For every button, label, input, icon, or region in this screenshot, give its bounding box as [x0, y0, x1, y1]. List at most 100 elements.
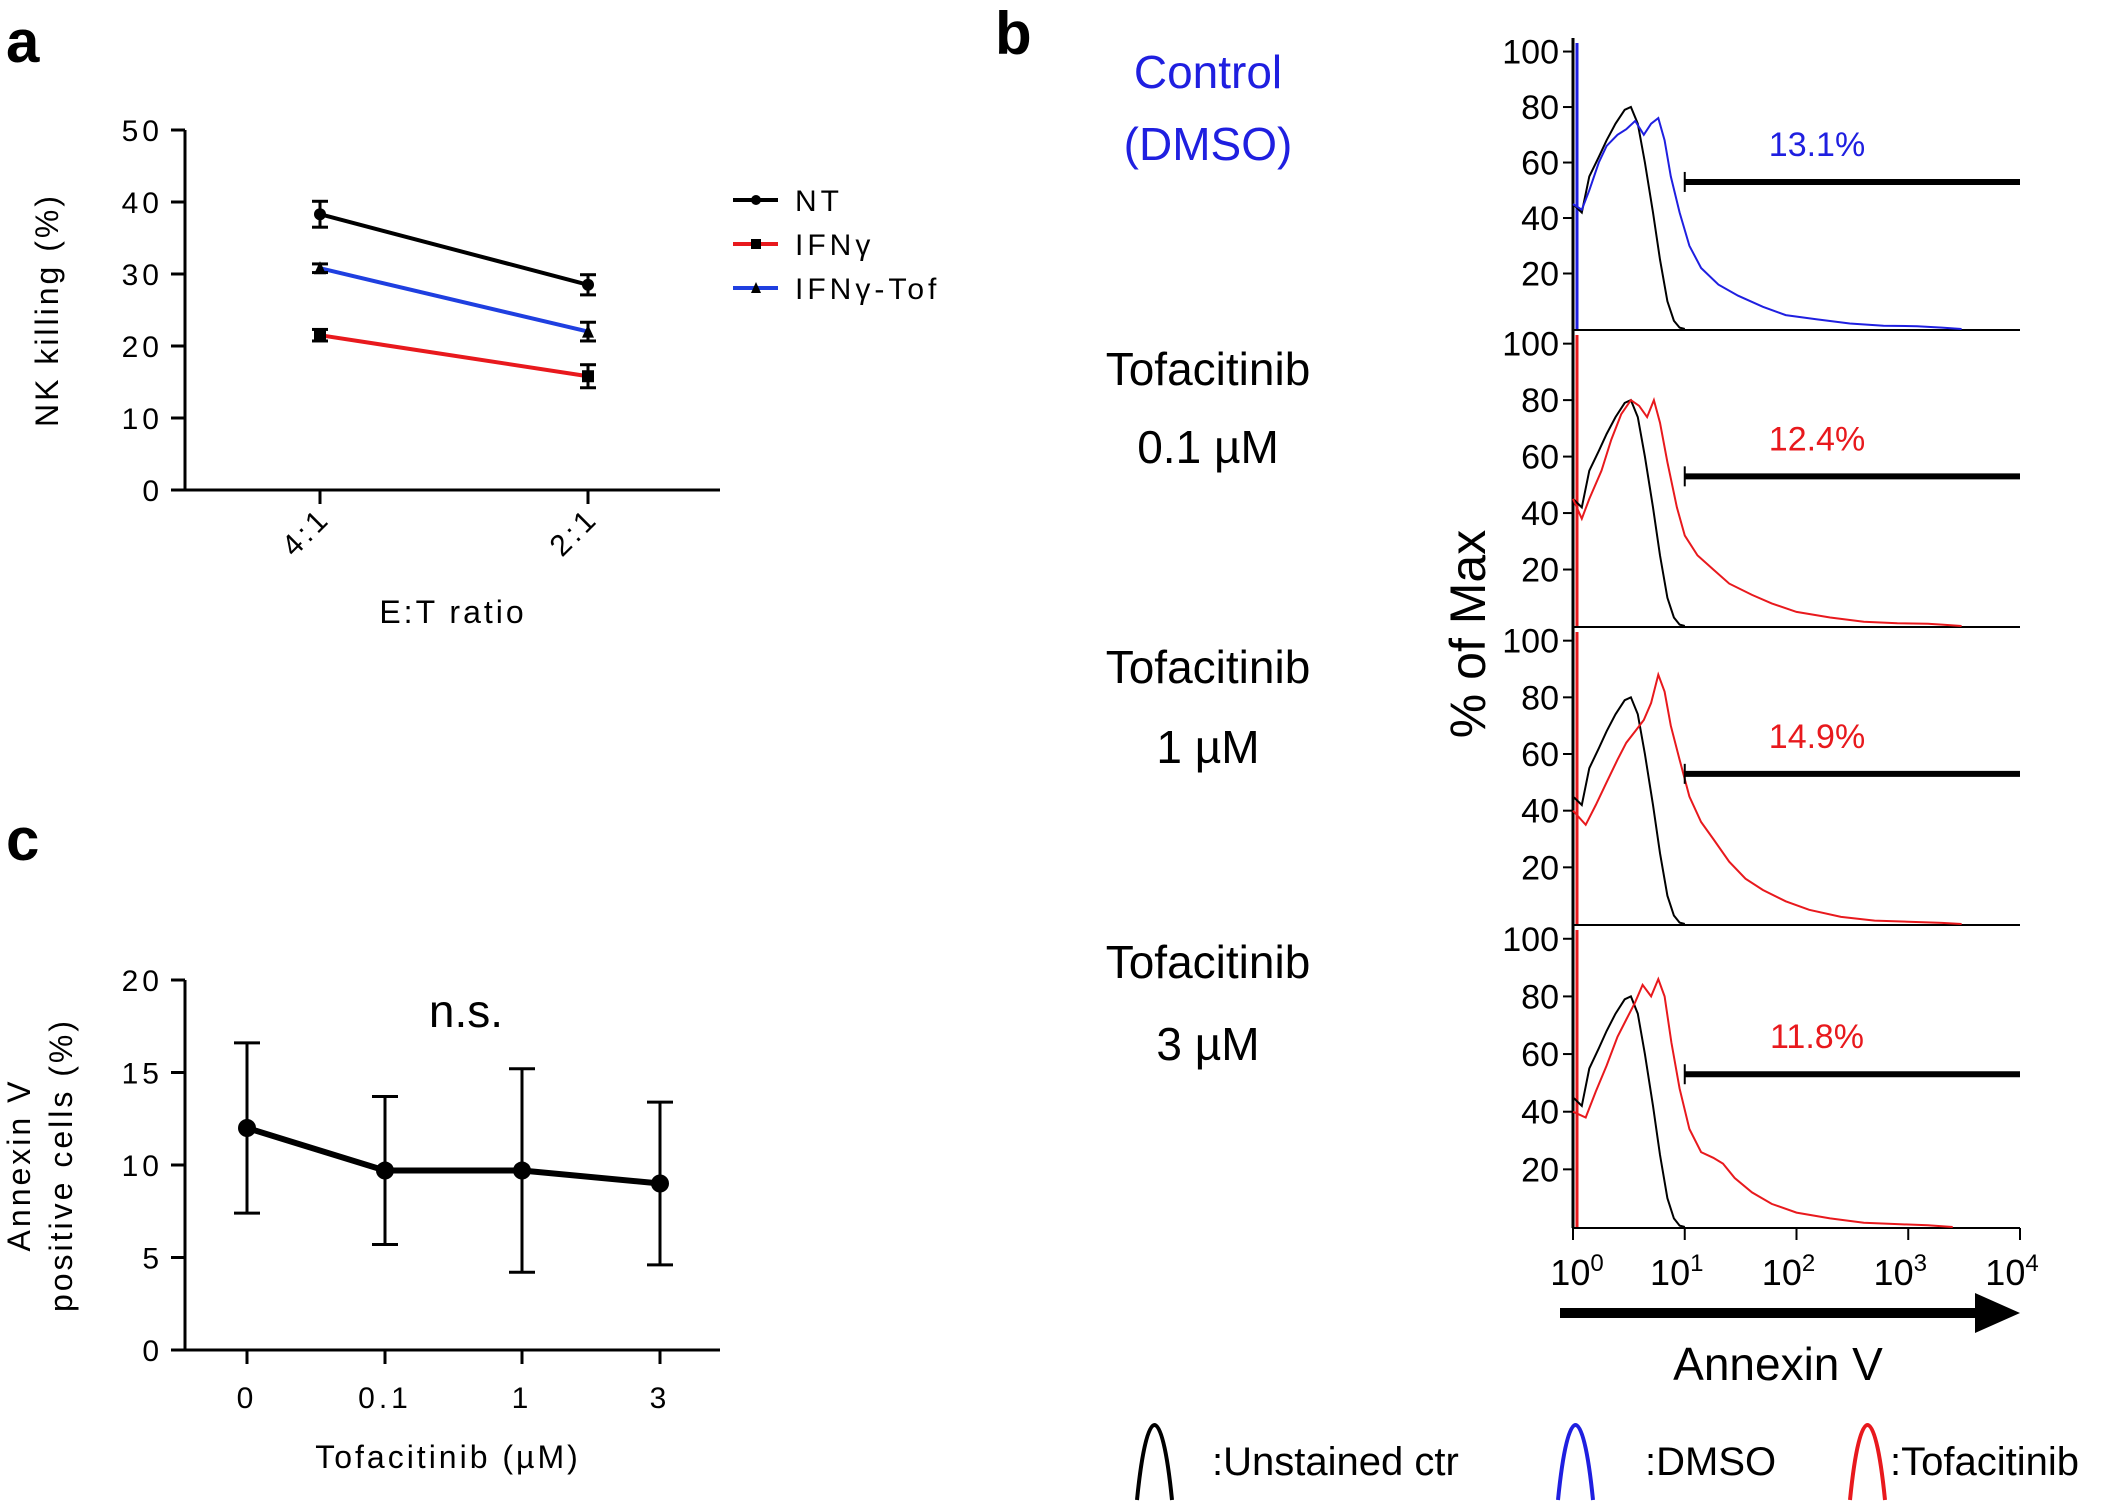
b-y-tick-label: 100 [1502, 623, 1559, 661]
panel-c-chart: 0 5 10 15 20 0 0.1 1 3 n.s. Annexin V positive … [1, 965, 720, 1475]
b-y-tick-label: 60 [1521, 1036, 1559, 1074]
b-histogram-0: 20 40 60 80 100 13.1% [1502, 34, 2020, 331]
b-y-tick-label: 20 [1521, 849, 1559, 887]
b-y-tick-label: 100 [1502, 326, 1559, 364]
b-histogram-2: 20 40 60 80 100 14.9% [1502, 623, 2020, 926]
b-y-tick-label: 60 [1521, 145, 1559, 183]
a-y-tick-label: 30 [122, 259, 163, 292]
b-y-tick-label: 40 [1521, 495, 1559, 533]
a-series-line [319, 333, 589, 379]
a-y-tick-label: 50 [122, 115, 163, 148]
b-unstained-curve [1572, 105, 1686, 330]
b-y-tick-label: 100 [1502, 921, 1559, 959]
c-y-tick-label: 5 [142, 1243, 163, 1276]
b-legend-swatch [1556, 1423, 1595, 1501]
a-legend-label: NT [795, 185, 843, 218]
b-gate-percent: 14.9% [1769, 718, 1865, 756]
b-condition-label-line2: 1 µM [1156, 721, 1259, 773]
b-sample-curve [1572, 396, 1962, 627]
b-legend-swatch [1135, 1423, 1174, 1501]
b-x-axis-label: Annexin V [1673, 1338, 1883, 1390]
panel-a-chart: 0 10 20 30 40 50 4:1 2:1 NT IFNγ IFNγ-Tof NK kil… [29, 115, 940, 630]
panel-b-chart: Control (DMSO) Tofacitinib 0.1 µM Tofacitini… [1106, 34, 2079, 1501]
b-y-tick-label: 40 [1521, 200, 1559, 238]
c-x-tick-label: 0 [237, 1382, 258, 1415]
b-y-tick-label: 60 [1521, 439, 1559, 477]
a-data-point [582, 370, 594, 383]
a-series-0 [312, 199, 596, 297]
a-data-point [582, 324, 594, 338]
panel-c-label: c [6, 806, 39, 873]
a-legend-marker [751, 195, 761, 205]
b-y-tick-label: 80 [1521, 89, 1559, 127]
a-series-line [319, 266, 589, 334]
a-series-line [319, 212, 589, 287]
b-legend-swatch [1848, 1423, 1887, 1501]
b-unstained-curve [1572, 398, 1686, 627]
c-y-axis-label-line2: positive cells (%) [43, 1018, 79, 1312]
a-y-tick-label: 10 [122, 403, 163, 436]
b-y-tick-label: 80 [1521, 679, 1559, 717]
a-data-point [314, 329, 326, 342]
b-condition-label-line1: Tofacitinib [1106, 936, 1311, 988]
b-legend-label: :DMSO [1645, 1440, 1776, 1484]
b-condition-label-line2: (DMSO) [1124, 118, 1293, 170]
a-y-axis-label: NK killing (%) [29, 193, 65, 427]
b-x-tick-label: 103 [1874, 1250, 1927, 1293]
c-data-point [513, 1161, 531, 1180]
a-y-tick-label: 20 [122, 331, 163, 364]
c-x-tick-label: 1 [512, 1382, 533, 1415]
a-data-point [582, 278, 594, 291]
b-x-arrow-head [1975, 1293, 2020, 1333]
c-x-axis-label: Tofacitinib (µM) [315, 1439, 581, 1475]
a-y-tick-label: 40 [122, 187, 163, 220]
b-y-tick-label: 100 [1502, 34, 1559, 72]
b-legend-label: :Unstained ctr [1212, 1440, 1459, 1484]
b-sample-curve [1572, 671, 1962, 925]
b-unstained-curve [1572, 695, 1686, 925]
b-y-tick-label: 20 [1521, 256, 1559, 294]
b-y-tick-label: 80 [1521, 978, 1559, 1016]
b-y-tick-label: 20 [1521, 552, 1559, 590]
b-y-tick-label: 20 [1521, 1151, 1559, 1189]
a-x-axis-label: E:T ratio [379, 594, 526, 630]
a-series-2 [312, 261, 596, 343]
panel-a-label: a [6, 8, 40, 75]
b-y-tick-label: 80 [1521, 382, 1559, 420]
c-y-tick-label: 0 [142, 1335, 163, 1368]
a-x-tick-label: 4:1 [276, 502, 337, 563]
b-x-tick-label: 100 [1550, 1250, 1603, 1293]
c-annotation-ns: n.s. [429, 985, 503, 1037]
b-y-axis-label: % of Max [1440, 530, 1496, 738]
c-data-point [651, 1174, 669, 1193]
b-condition-label-line1: Control [1134, 46, 1282, 98]
b-sample-curve [1572, 976, 1953, 1228]
b-x-tick-label: 104 [1985, 1250, 2038, 1293]
b-condition-label-line2: 3 µM [1156, 1018, 1259, 1070]
b-gate-percent: 12.4% [1769, 420, 1865, 458]
b-y-tick-label: 60 [1521, 736, 1559, 774]
panel-b-label: b [995, 0, 1032, 67]
b-y-tick-label: 40 [1521, 1094, 1559, 1132]
c-y-tick-label: 10 [122, 1150, 163, 1183]
b-condition-label-line1: Tofacitinib [1106, 343, 1311, 395]
c-data-point [238, 1119, 256, 1137]
c-y-tick-label: 20 [122, 965, 163, 998]
b-x-tick-label: 101 [1650, 1250, 1703, 1293]
a-legend-label: IFNγ [795, 229, 874, 262]
b-gate-percent: 11.8% [1770, 1018, 1864, 1056]
b-unstained-curve [1572, 995, 1686, 1228]
c-x-tick-label: 0.1 [358, 1382, 412, 1415]
b-condition-label-line1: Tofacitinib [1106, 641, 1311, 693]
a-x-tick-label: 2:1 [544, 502, 605, 563]
b-gate-percent: 13.1% [1769, 126, 1865, 164]
b-legend-label: :Tofacitinib [1890, 1440, 2079, 1484]
b-histogram-3: 20 40 60 80 100 11.8% [1502, 921, 2020, 1229]
b-y-tick-label: 40 [1521, 793, 1559, 831]
a-legend-label: IFNγ-Tof [795, 273, 940, 306]
a-data-point [314, 208, 326, 221]
a-series-1 [312, 327, 596, 390]
c-y-tick-label: 15 [122, 1058, 163, 1091]
b-histogram-1: 20 40 60 80 100 12.4% [1502, 326, 2020, 628]
